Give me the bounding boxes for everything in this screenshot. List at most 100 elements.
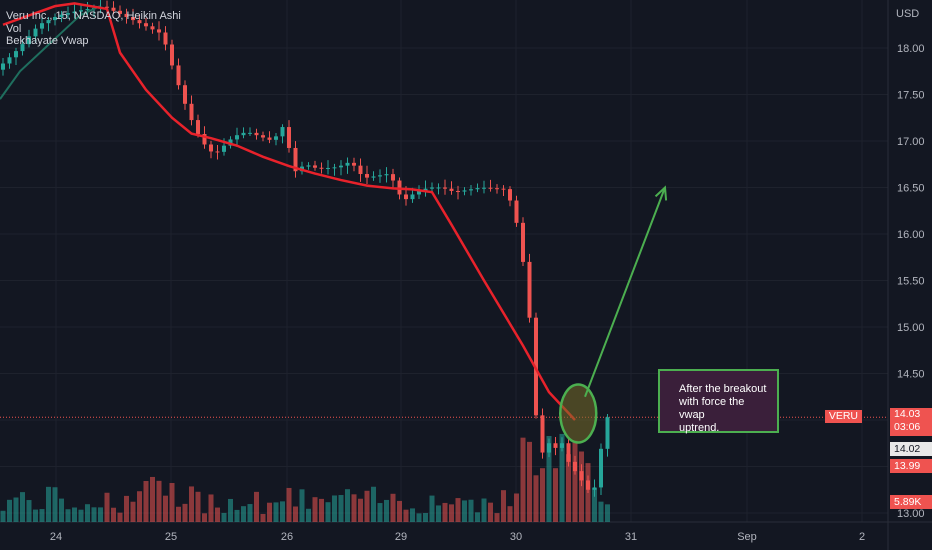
candle-body [235, 135, 239, 140]
volume-bar [254, 491, 259, 522]
candle-body [150, 26, 155, 30]
volume-indicator-label[interactable]: Vol [6, 22, 22, 35]
candle-body [215, 151, 220, 153]
candle-body [79, 10, 83, 12]
volume-bar [423, 513, 428, 522]
candle-body [248, 132, 252, 134]
candle-body [404, 194, 408, 200]
candle-body [592, 487, 597, 490]
candle-body [410, 194, 415, 200]
annotation-textbox[interactable]: After the breakout with force the vwap u… [658, 369, 779, 434]
volume-bar [319, 498, 324, 522]
volume-bar [559, 433, 565, 522]
volume-bar [221, 512, 227, 522]
candle-body [124, 13, 129, 17]
volume-bar [247, 504, 253, 522]
uptrend-arrow-shaft [584, 187, 666, 398]
volume-bar [137, 491, 142, 522]
candle-body [14, 51, 18, 58]
volume-bar [7, 499, 12, 522]
volume-bar [280, 501, 285, 522]
candle-body [241, 132, 246, 136]
volume-bar [0, 510, 6, 522]
candle-body [261, 135, 265, 138]
candles [1, 0, 610, 497]
symbol-title[interactable]: Veru Inc., 15, NASDAQ, Heikin Ashi [6, 10, 181, 22]
candle-body [326, 167, 330, 169]
volume-bar [345, 489, 350, 522]
candle-body [66, 13, 70, 15]
candle-body [430, 187, 434, 189]
candle-body [196, 120, 200, 135]
candle-body [469, 189, 473, 191]
volume-bar [449, 504, 454, 522]
volume-bar [52, 487, 58, 522]
volume-bar [520, 437, 526, 522]
candle-body [144, 23, 148, 27]
candle-body [345, 162, 350, 166]
last-price-badge: 14.03 03:06 [890, 408, 932, 436]
high-price-badge: 14.02 [890, 442, 932, 456]
candle-body [157, 29, 161, 33]
candle-body [306, 165, 311, 167]
y-tick-label: 16.00 [897, 229, 925, 241]
candle-body [339, 165, 343, 168]
candle-body [417, 190, 421, 195]
candle-body [527, 261, 532, 318]
volume-bar [598, 501, 604, 522]
candle-body [436, 187, 441, 189]
y-tick-label: 17.00 [897, 136, 925, 148]
volume-bar [579, 451, 584, 522]
uptrend-arrow-head [654, 185, 668, 201]
volume-bar [260, 513, 266, 522]
bar-countdown: 03:06 [894, 421, 921, 433]
candle-body [462, 190, 467, 192]
volume-bar [494, 513, 500, 522]
volume-bar [332, 495, 337, 522]
candle-body [202, 134, 207, 145]
volume-bar [241, 506, 246, 522]
volume-bar [540, 468, 545, 522]
volume-bar [429, 495, 435, 522]
candle-body [352, 162, 356, 166]
volume-bar [410, 508, 415, 522]
volume-bar [195, 491, 201, 522]
candle-body [358, 165, 363, 175]
candle-body [20, 44, 25, 52]
x-tick-label: 31 [625, 531, 637, 543]
volume-bar [150, 476, 155, 522]
candle-body [540, 415, 545, 453]
candle-body [53, 17, 57, 21]
volume-bar [306, 508, 311, 522]
volume-bar [46, 486, 51, 522]
volume-bar [416, 513, 422, 522]
ticker-badge: VERU [824, 410, 862, 423]
volume-bar [202, 513, 207, 522]
volume-bar [566, 454, 571, 522]
volume-bar [215, 507, 220, 522]
volume-bar [468, 499, 474, 522]
candle-body [293, 147, 298, 172]
volume-bar [299, 489, 305, 522]
x-tick-label: 24 [50, 531, 62, 543]
candle-body [553, 443, 558, 448]
volume-bar [390, 493, 396, 522]
y-tick-label: 14.50 [897, 369, 925, 381]
volume-bar [267, 502, 272, 522]
candle-body [137, 20, 142, 24]
candle-body [605, 417, 610, 449]
y-tick-label: 15.00 [897, 322, 925, 334]
vwap-indicator-label[interactable]: Bekhayate Vwap [6, 35, 89, 47]
y-tick-label: 15.50 [897, 276, 925, 288]
candle-body [475, 188, 480, 190]
volume-bar [39, 509, 45, 522]
low-price-badge: 13.99 [890, 459, 932, 473]
candle-body [254, 132, 259, 136]
candle-body [423, 188, 428, 191]
last-price-value: 14.03 [894, 408, 921, 420]
annotation-line-1: After the breakout [679, 383, 767, 395]
volume-bar [273, 502, 279, 522]
candle-body [287, 127, 291, 148]
volume-bar [293, 506, 298, 522]
